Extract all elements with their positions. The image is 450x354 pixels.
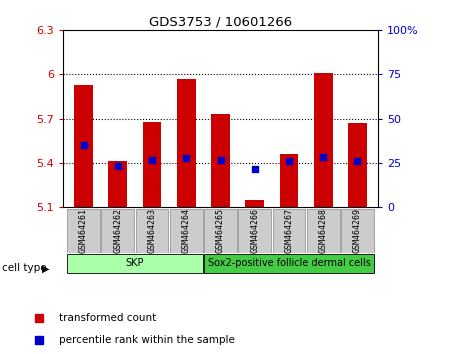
Text: GSM464261: GSM464261 bbox=[79, 209, 88, 253]
Text: ▶: ▶ bbox=[42, 263, 50, 273]
Text: GSM464265: GSM464265 bbox=[216, 209, 225, 253]
Bar bbox=[108, 161, 127, 207]
Bar bbox=[67, 209, 100, 253]
Title: GDS3753 / 10601266: GDS3753 / 10601266 bbox=[149, 16, 292, 29]
Text: cell type: cell type bbox=[2, 263, 47, 273]
Bar bbox=[101, 209, 134, 253]
Text: GSM464264: GSM464264 bbox=[182, 209, 191, 253]
Bar bbox=[67, 254, 202, 273]
Text: transformed count: transformed count bbox=[59, 313, 156, 323]
Bar bbox=[307, 209, 340, 253]
Text: percentile rank within the sample: percentile rank within the sample bbox=[59, 335, 235, 346]
Bar bbox=[348, 123, 367, 207]
Bar bbox=[279, 154, 298, 207]
Text: GSM464263: GSM464263 bbox=[148, 209, 157, 253]
Bar bbox=[238, 209, 271, 253]
Bar bbox=[170, 209, 202, 253]
Bar bbox=[177, 79, 196, 207]
Bar bbox=[314, 73, 333, 207]
Bar bbox=[135, 209, 168, 253]
Bar bbox=[341, 209, 374, 253]
Text: GSM464262: GSM464262 bbox=[113, 209, 122, 253]
Text: GSM464269: GSM464269 bbox=[353, 209, 362, 253]
Text: GSM464268: GSM464268 bbox=[319, 209, 328, 253]
Bar bbox=[143, 121, 162, 207]
Bar bbox=[204, 209, 237, 253]
Bar bbox=[245, 200, 264, 207]
Text: GSM464267: GSM464267 bbox=[284, 209, 293, 253]
Bar bbox=[211, 114, 230, 207]
Text: Sox2-positive follicle dermal cells: Sox2-positive follicle dermal cells bbox=[207, 258, 370, 268]
Bar bbox=[204, 254, 374, 273]
Text: SKP: SKP bbox=[126, 258, 144, 268]
Bar bbox=[273, 209, 306, 253]
Text: GSM464266: GSM464266 bbox=[250, 209, 259, 253]
Bar bbox=[74, 85, 93, 207]
